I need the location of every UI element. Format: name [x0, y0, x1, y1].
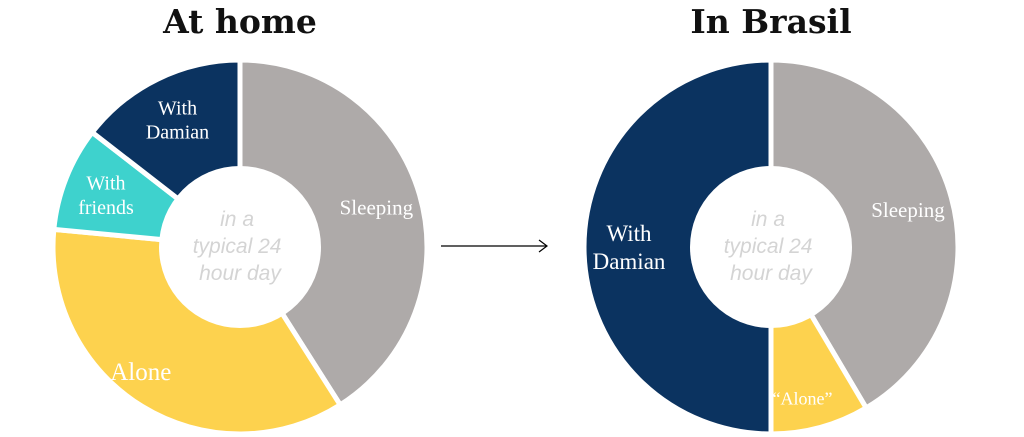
slice-label-with-damian: With Damian	[146, 97, 209, 143]
slice-label-line: friends	[78, 197, 134, 219]
donut-hole-at-home	[159, 166, 321, 328]
center-label-in-brasil: in a typical 24 hour day	[724, 208, 819, 285]
center-label-line: hour day	[199, 262, 282, 285]
slice-sleeping	[768, 57, 961, 412]
slice-label-alone: “Alone”	[772, 388, 832, 408]
slice-label-sleeping: Sleeping	[871, 198, 945, 222]
arrowhead-icon	[538, 239, 548, 253]
arrow	[441, 239, 548, 253]
slice-label-line: With	[606, 221, 652, 246]
slice-label-line: “Alone”	[772, 388, 832, 408]
chart-in-brasil: In Brasil Sleeping “Alone” With Damian in a…	[581, 2, 961, 437]
center-label-line: typical 24	[724, 235, 813, 258]
slice-label-with-damian: With Damian	[593, 221, 666, 274]
center-label-line: in a	[751, 208, 785, 231]
chart-title-at-home: At home	[162, 2, 317, 41]
center-label-line: typical 24	[193, 235, 282, 258]
center-label-line: in a	[220, 208, 254, 231]
center-label-line: hour day	[730, 262, 813, 285]
slice-label-alone: Alone	[110, 359, 171, 386]
slice-alone	[50, 226, 344, 437]
slice-label-with-friends: With friends	[78, 173, 134, 219]
donut-hole-in-brasil	[690, 166, 852, 328]
slice-label-line: With	[158, 97, 197, 119]
chart-title-in-brasil: In Brasil	[690, 2, 851, 41]
slice-label-line: Sleeping	[340, 196, 414, 220]
donut-in-brasil: Sleeping “Alone” With Damian	[581, 57, 961, 437]
slice-label-line: With	[86, 173, 125, 195]
center-label-at-home: in a typical 24 hour day	[193, 208, 288, 285]
slice-with-damian	[581, 57, 774, 437]
slice-label-line: Sleeping	[871, 198, 945, 222]
slice-label-line: Alone	[110, 359, 171, 386]
slice-label-sleeping: Sleeping	[340, 196, 414, 220]
slice-label-line: Damian	[146, 122, 209, 144]
slice-label-line: Damian	[593, 249, 666, 274]
